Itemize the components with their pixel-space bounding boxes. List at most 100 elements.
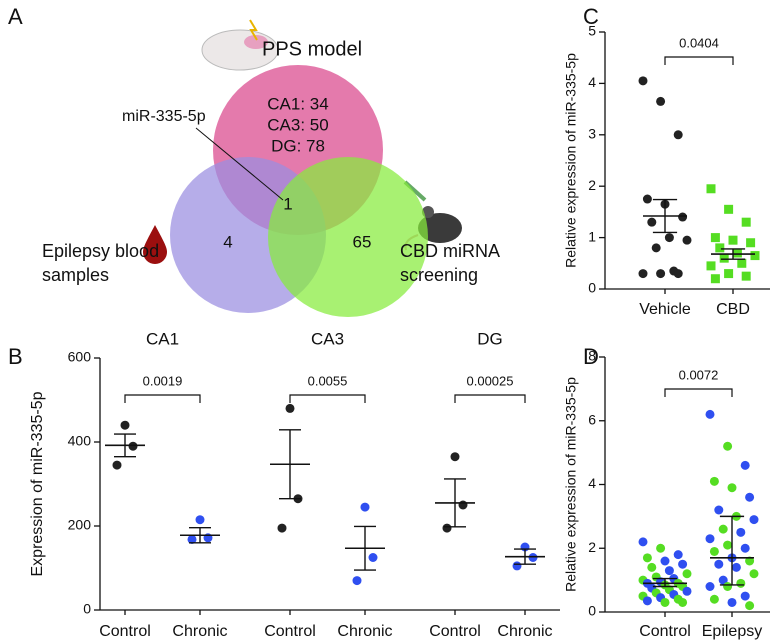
data-point: [678, 597, 688, 607]
significance-bracket: [454, 394, 526, 403]
group-title: DG: [477, 329, 503, 348]
data-point: [750, 251, 760, 261]
data-point: [120, 420, 130, 430]
data-point: [736, 527, 746, 537]
data-point: [741, 271, 751, 281]
data-point: [682, 586, 692, 596]
data-point: [112, 460, 122, 470]
data-point: [678, 559, 688, 569]
x-tick-label: Chronic: [497, 623, 552, 640]
y-tick-label: 0: [83, 601, 91, 617]
data-point: [651, 243, 661, 253]
x-tick-label: Chronic: [172, 623, 227, 640]
data-point: [710, 274, 720, 284]
data-point: [710, 233, 720, 243]
data-point: [442, 523, 452, 533]
set-label: screening: [400, 265, 478, 285]
venn-set: [268, 157, 428, 317]
data-point: [458, 500, 468, 510]
data-point: [724, 269, 734, 279]
significance-bracket: [664, 56, 734, 65]
data-point: [664, 566, 674, 576]
y-axis-label: Expression of miR-335-5p: [29, 391, 46, 576]
data-point: [745, 492, 755, 502]
p-value: 0.0404: [679, 35, 719, 50]
data-point: [682, 569, 692, 579]
data-point: [638, 76, 648, 86]
data-point: [709, 476, 719, 486]
y-tick-label: 0: [588, 603, 596, 619]
panel-letter: C: [583, 4, 599, 29]
data-point: [642, 194, 652, 204]
set-label: CBD miRNA: [400, 241, 500, 261]
data-point: [741, 217, 751, 227]
data-point: [638, 269, 648, 279]
panel-letter: D: [583, 344, 599, 369]
data-point: [746, 238, 756, 248]
region-count: 65: [353, 232, 372, 251]
data-point: [656, 96, 666, 106]
p-value: 0.0072: [679, 367, 719, 382]
x-tick-label: Epilepsy: [702, 623, 762, 640]
p-value: 0.0019: [143, 373, 183, 388]
p-value: 0.00025: [467, 373, 514, 388]
significance-bracket: [664, 388, 733, 397]
y-tick-label: 8: [588, 348, 596, 364]
data-point: [705, 409, 715, 419]
data-point: [678, 212, 688, 222]
x-tick-label: CBD: [716, 301, 750, 318]
data-point: [732, 248, 742, 258]
data-point: [718, 524, 728, 534]
data-point: [660, 556, 670, 566]
y-tick-label: 4: [588, 74, 596, 90]
significance-bracket: [289, 394, 366, 403]
data-point: [727, 597, 737, 607]
data-point: [749, 569, 759, 579]
data-point: [727, 483, 737, 493]
data-point: [705, 582, 715, 591]
data-point: [682, 235, 692, 245]
data-point: [731, 562, 741, 572]
data-point: [673, 130, 683, 140]
y-tick-label: 200: [68, 517, 92, 533]
data-point: [656, 269, 666, 279]
set-label: Epilepsy blood: [42, 241, 159, 261]
p-value: 0.0055: [308, 373, 348, 388]
x-tick-label: Control: [99, 623, 151, 640]
rat-icon: [201, 19, 279, 71]
y-tick-label: 3: [588, 126, 596, 142]
data-point: [664, 233, 674, 243]
data-point: [187, 534, 197, 544]
y-tick-label: 6: [588, 411, 596, 427]
data-point: [724, 204, 734, 214]
data-point: [749, 515, 759, 525]
data-point: [723, 582, 733, 591]
data-point: [714, 505, 724, 515]
x-tick-label: Control: [429, 623, 481, 640]
group-title: CA1: [146, 329, 179, 348]
data-point: [512, 561, 522, 571]
data-point: [195, 515, 205, 525]
annotation: miR-335-5p: [122, 108, 206, 125]
data-point: [660, 597, 670, 607]
data-point: [705, 534, 715, 544]
x-tick-label: Control: [264, 623, 316, 640]
data-point: [714, 559, 724, 569]
data-point: [745, 601, 755, 611]
data-point: [360, 502, 370, 512]
data-point: [740, 460, 750, 470]
set-label: PPS model: [262, 38, 362, 60]
y-tick-label: 400: [68, 433, 92, 449]
y-axis-label: Relative expression of miR-335-5p: [563, 53, 579, 268]
x-tick-label: Control: [639, 623, 691, 640]
data-point: [740, 591, 750, 601]
y-tick-label: 2: [588, 539, 596, 555]
x-tick-label: Chronic: [337, 623, 392, 640]
blood-drop-icon: [143, 225, 167, 264]
data-point: [673, 269, 683, 279]
annotation-pointer: [195, 127, 284, 201]
data-point: [719, 253, 729, 263]
group-title: CA3: [311, 329, 344, 348]
data-point: [285, 403, 295, 413]
